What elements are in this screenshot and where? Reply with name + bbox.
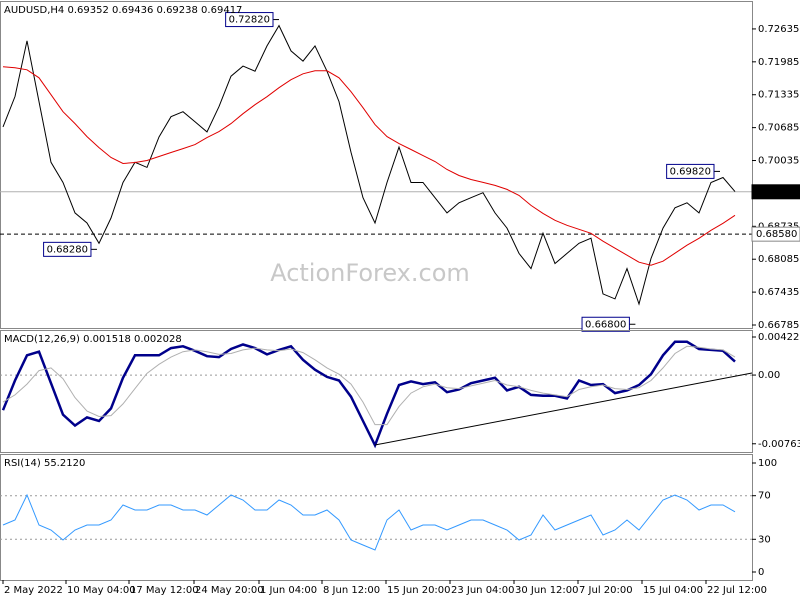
panel-title: AUDUSD,H4 0.69352 0.69436 0.69238 0.6941… [4, 5, 242, 16]
y-tick-label: 0.72635 [758, 24, 799, 35]
x-tick-label: 15 Jun 20:00 [387, 585, 451, 596]
series-line [2, 345, 736, 426]
x-tick-label: 8 Jun 12:00 [323, 585, 380, 596]
x-tick-label: 17 May 12:00 [130, 585, 199, 596]
x-tick-label: 7 Jul 20:00 [579, 585, 633, 596]
panel-title: MACD(12,26,9) 0.001518 0.002028 [4, 334, 182, 345]
price-label: 0.69417 [756, 187, 797, 198]
x-tick-label: 22 Jul 12:00 [707, 585, 767, 596]
annotation-box [43, 241, 92, 257]
annotation-box [225, 12, 274, 28]
x-tick-label: 30 Jun 12:00 [515, 585, 579, 596]
y-tick-label: 0.71335 [758, 90, 799, 101]
price-label-box [751, 226, 800, 242]
y-tick-label: 70 [758, 491, 771, 502]
annotation-box [581, 316, 630, 332]
series-line [2, 24, 736, 306]
price-label: 0.68580 [756, 229, 797, 240]
series-line [2, 66, 736, 266]
annotation-box [666, 163, 715, 179]
y-tick-label: 100 [758, 458, 777, 469]
annotation-label: 0.69820 [670, 166, 711, 177]
y-tick-label: 0.70035 [758, 156, 799, 167]
y-tick-label: 0.66785 [758, 320, 799, 331]
panel-frame [0, 454, 753, 581]
annotation-label: 0.66800 [585, 319, 626, 330]
panel-frame [0, 330, 753, 453]
y-tick-label: 0.68085 [758, 254, 799, 265]
price-label-box [751, 184, 800, 200]
annotation-label: 0.72820 [229, 15, 270, 26]
x-tick-label: 23 Jun 04:00 [451, 585, 515, 596]
panel-title: RSI(14) 55.2120 [4, 458, 85, 469]
x-tick-label: 2 May 2022 [4, 585, 63, 596]
x-tick-label: 15 Jul 04:00 [643, 585, 703, 596]
y-tick-label: 0.00 [758, 370, 780, 381]
annotation-label: 0.68280 [47, 244, 88, 255]
y-tick-label: 0 [758, 567, 764, 578]
series-line [1, 340, 736, 449]
watermark: ActionForex.com [270, 259, 470, 287]
y-tick-label: -0.007633 [758, 439, 800, 450]
x-tick-label: 24 May 20:00 [195, 585, 264, 596]
y-tick-label: 0.004229 [758, 332, 800, 343]
x-tick-label: 10 May 04:00 [67, 585, 136, 596]
series-line [2, 493, 736, 551]
y-tick-label: 0.70685 [758, 123, 799, 134]
y-tick-label: 0.71985 [758, 57, 799, 68]
y-tick-label: 30 [758, 534, 771, 545]
y-tick-label: 0.67435 [758, 287, 799, 298]
panel-frame [0, 1, 753, 329]
trend-line [374, 372, 753, 446]
x-tick-label: 1 Jun 04:00 [260, 585, 317, 596]
